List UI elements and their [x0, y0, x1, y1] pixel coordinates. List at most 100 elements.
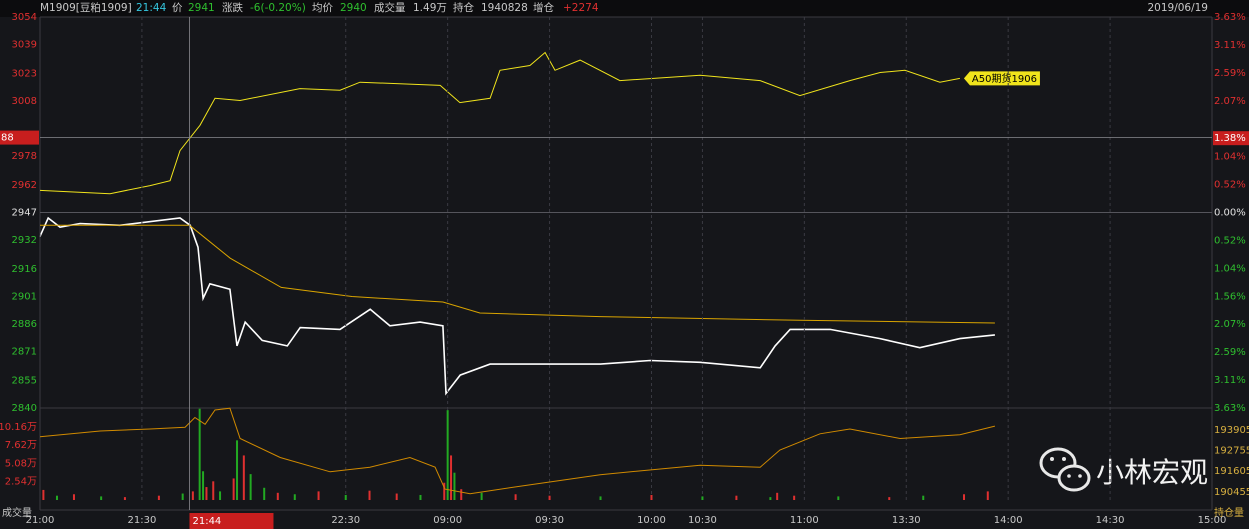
y2-tick-label: 2.07% — [1214, 319, 1246, 330]
watermark-icon — [1039, 447, 1091, 492]
volume-bar — [450, 455, 453, 500]
volume-bar — [453, 472, 456, 500]
label: 涨跌 — [222, 1, 243, 14]
y2-tick-label: 1939052 — [1214, 425, 1249, 436]
volume-bar — [72, 494, 75, 500]
volume-bar — [769, 497, 772, 500]
open-interest: 1940828 — [481, 2, 528, 14]
series-line — [39, 407, 996, 495]
y2-tick-label: 3.63% — [1214, 12, 1246, 23]
volume-bar — [42, 489, 45, 500]
volume-bar — [242, 455, 245, 500]
volume: 1.49万 — [413, 2, 447, 14]
y-tick-label: 3023 — [12, 69, 37, 80]
y-tick-label: 2978 — [12, 151, 37, 162]
volume-bar — [317, 491, 320, 500]
date: 2019/06/19 — [1147, 2, 1208, 14]
volume-bar — [157, 495, 160, 500]
series-tag — [963, 71, 1040, 86]
volume-bar — [922, 495, 925, 500]
volume-bar — [443, 482, 446, 500]
volume-bar — [963, 494, 966, 500]
y2-tick-label: 1.04% — [1214, 151, 1246, 162]
x-tick-label: 14:00 — [994, 515, 1023, 526]
y2-tick-label: 0.52% — [1214, 236, 1246, 247]
volume-bar — [344, 494, 347, 500]
volume-bar — [793, 495, 796, 500]
y-tick-label: 3054 — [12, 12, 37, 23]
volume-bar — [701, 496, 704, 500]
series-name: 持仓量 — [1214, 506, 1244, 519]
label: 增仓 — [533, 1, 554, 14]
y2-tick-label: 1904550 — [1214, 487, 1249, 498]
volume-bar — [100, 496, 103, 500]
volume-bar — [650, 494, 653, 500]
x-tick-label: 22:30 — [331, 515, 360, 526]
volume-bar — [293, 494, 296, 500]
volume-bar — [395, 493, 398, 500]
x-tick-label: 09:30 — [535, 515, 564, 526]
label: 价 — [172, 2, 183, 14]
y2-tick-label: 1916052 — [1214, 466, 1249, 477]
volume-bar — [55, 495, 58, 500]
y2-tick-label: 1927553 — [1214, 446, 1249, 457]
y-tick-label: 3008 — [12, 96, 37, 107]
volume-bar — [368, 490, 371, 500]
x-tick-label: 10:00 — [637, 515, 666, 526]
y2-tick-label: 3.63% — [1214, 403, 1246, 414]
volume-bar — [548, 495, 551, 500]
symbol: M1909[豆粕1909] — [40, 1, 132, 14]
y-tick-label: 10.16万 — [0, 422, 37, 433]
change: -6(-0.20%) — [250, 2, 306, 14]
label: 均价 — [312, 2, 333, 14]
volume-bar — [837, 496, 840, 500]
label: 成交量 — [374, 1, 406, 14]
volume-bar — [205, 487, 208, 500]
y2-tick-label: 0.00% — [1214, 208, 1246, 219]
volume-bar — [236, 440, 239, 500]
cursor-y2-box — [1213, 131, 1249, 146]
volume-bar — [232, 478, 235, 500]
watermark: 小林宏观 — [1096, 456, 1208, 489]
cursor-x-label: 21:44 — [192, 516, 221, 527]
volume-bar — [219, 491, 222, 500]
y-tick-label: 2.54万 — [5, 477, 37, 488]
y2-tick-label: 0.52% — [1214, 179, 1246, 190]
x-tick-label: 21:30 — [127, 515, 156, 526]
series-name: 成交量 — [2, 506, 32, 519]
oi-change: +2274 — [563, 2, 599, 14]
x-tick-label: 15:00 — [1198, 515, 1227, 526]
volume-bar — [198, 408, 201, 500]
y2-tick-label: 1.56% — [1214, 292, 1246, 303]
series-line — [39, 51, 960, 195]
y-tick-label: 2855 — [12, 376, 37, 387]
x-tick-label: 14:30 — [1096, 515, 1125, 526]
header-bar — [0, 0, 1249, 17]
volume-bar — [514, 494, 517, 500]
volume-bar — [191, 491, 194, 500]
volume-bar — [446, 410, 449, 500]
y-tick-label: 7.62万 — [5, 440, 37, 451]
volume-bar — [212, 481, 215, 500]
y2-tick-label: 2.59% — [1214, 68, 1246, 79]
volume-bar — [599, 496, 602, 500]
volume-bar — [888, 497, 891, 500]
y2-tick-label: 2.07% — [1214, 96, 1246, 107]
volume-bar — [249, 474, 252, 500]
y-tick-label: 2916 — [12, 264, 37, 275]
y2-tick-label: 2.59% — [1214, 347, 1246, 358]
y-tick-label: 5.08万 — [5, 458, 37, 469]
series-line — [40, 224, 995, 324]
y-tick-label: 2962 — [12, 180, 37, 191]
volume-bar — [480, 492, 483, 500]
price: 2941 — [188, 2, 215, 14]
time: 21:44 — [136, 2, 167, 14]
label: 持仓 — [453, 1, 474, 14]
y-tick-label: 2886 — [12, 319, 37, 330]
volume-bar — [276, 492, 279, 500]
x-tick-label: 09:00 — [433, 515, 462, 526]
volume-bar — [735, 495, 738, 500]
cursor-y2-label: 1.38% — [1214, 133, 1246, 144]
volume-bar — [460, 489, 463, 500]
